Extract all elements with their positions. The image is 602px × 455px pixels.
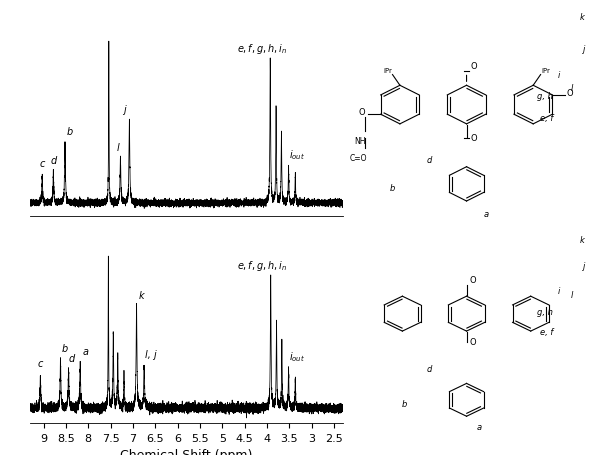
Text: g, h: g, h <box>537 307 553 316</box>
Text: d: d <box>427 156 432 165</box>
Text: k: k <box>139 291 144 301</box>
Text: d: d <box>50 155 57 165</box>
Text: $i_{out}$: $i_{out}$ <box>290 148 306 162</box>
Text: a: a <box>83 346 89 356</box>
Text: O: O <box>470 62 477 71</box>
Text: c: c <box>38 358 43 368</box>
X-axis label: Chemical Shift (ppm): Chemical Shift (ppm) <box>120 448 253 455</box>
Text: iPr: iPr <box>383 68 392 74</box>
Text: b: b <box>66 126 73 136</box>
Text: b: b <box>402 399 408 408</box>
Text: l: l <box>570 83 573 92</box>
Text: a: a <box>476 422 482 430</box>
Text: a: a <box>484 210 489 218</box>
Text: e, f: e, f <box>539 113 553 122</box>
Text: O: O <box>566 89 573 98</box>
Text: e, f: e, f <box>539 328 553 336</box>
Text: b: b <box>62 343 68 353</box>
Text: b: b <box>390 184 395 193</box>
Text: $i_{out}$: $i_{out}$ <box>290 349 306 364</box>
Text: d: d <box>68 354 75 364</box>
Text: $e, f, g, h, i_n$: $e, f, g, h, i_n$ <box>237 42 288 56</box>
Text: g, h: g, h <box>537 92 553 101</box>
Text: C=O: C=O <box>350 153 367 162</box>
Text: iPr: iPr <box>541 68 550 74</box>
Text: i: i <box>558 287 560 295</box>
Text: k: k <box>580 235 585 244</box>
Text: NH: NH <box>354 136 365 145</box>
Text: d: d <box>427 364 432 373</box>
Text: j: j <box>583 45 585 54</box>
Text: O: O <box>470 134 477 143</box>
Text: j: j <box>583 262 585 271</box>
Text: c: c <box>40 158 45 168</box>
Text: l, j: l, j <box>145 349 157 359</box>
Text: O: O <box>470 338 476 347</box>
Text: $e, f, g, h, i_n$: $e, f, g, h, i_n$ <box>237 258 288 273</box>
Text: O: O <box>358 108 365 117</box>
Text: i: i <box>558 71 560 80</box>
Text: l: l <box>116 142 119 152</box>
Text: l: l <box>570 291 573 299</box>
Text: j: j <box>123 105 126 115</box>
Text: k: k <box>580 13 585 22</box>
Text: O: O <box>470 275 476 284</box>
